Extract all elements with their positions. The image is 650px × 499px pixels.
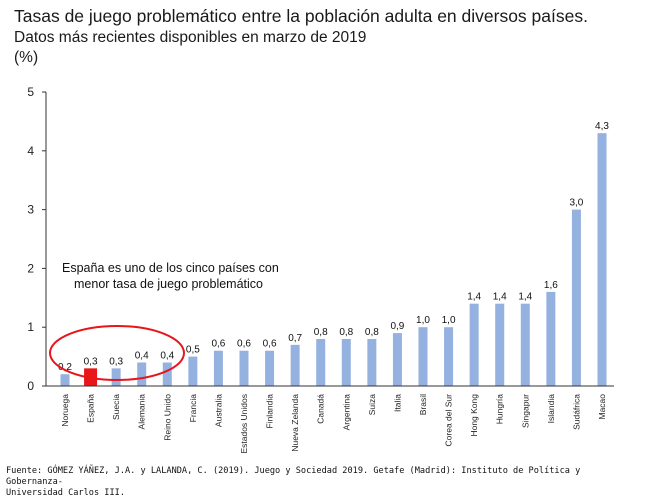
x-tick-label: Corea del Sur (444, 394, 454, 447)
bar (213, 350, 223, 386)
data-label: 0,5 (186, 345, 200, 356)
bar (418, 327, 428, 386)
x-tick-label: Macao (597, 394, 607, 420)
bar (495, 303, 505, 386)
x-tick-label: Brasil (418, 394, 428, 415)
x-tick-label: Suiza (367, 394, 377, 416)
bar (188, 356, 198, 386)
data-label: 0,4 (160, 350, 174, 361)
data-label: 0,7 (288, 333, 302, 344)
annotation-line-1: España es uno de los cinco países con (62, 261, 279, 275)
highlight-ellipse (49, 325, 185, 381)
data-label: 0,3 (109, 356, 123, 367)
bar (111, 368, 121, 386)
x-tick-label: Australia (213, 394, 223, 427)
data-label: 1,4 (467, 292, 481, 303)
bar (367, 338, 377, 386)
bar (520, 303, 530, 386)
bar (316, 338, 326, 386)
x-tick-label: Hungría (495, 394, 505, 425)
source-note: Fuente: GÓMEZ YÁÑEZ, J.A. y LALANDA, C. … (6, 466, 642, 499)
bar (60, 374, 70, 386)
data-label: 0,2 (58, 362, 72, 373)
data-label: 0,3 (84, 356, 98, 367)
bar (265, 350, 275, 386)
bar (341, 338, 351, 386)
bar (444, 327, 454, 386)
y-tick-label: 5 (27, 85, 34, 99)
data-labels: 0,2 0,3 0,3 0,4 0,4 0,5 0,6 0,6 0,6 0,7 0,8 0,8 0,8 0… (58, 121, 609, 373)
data-label: 1,0 (442, 315, 456, 326)
data-label: 4,3 (595, 121, 609, 132)
bar (392, 333, 402, 386)
x-tick-label: Estados Unidos (239, 394, 249, 454)
bars (60, 133, 607, 386)
data-label: 0,8 (314, 327, 328, 338)
y-tick-label: 4 (27, 144, 34, 158)
annotation-line-2: menor tasa de juego problemático (74, 277, 263, 291)
x-tick-label: Francia (188, 394, 198, 423)
data-label: 0,9 (390, 321, 404, 332)
chart-title: Tasas de juego problemático entre la pob… (14, 6, 588, 26)
y-tick-label: 3 (27, 203, 34, 217)
y-tick-label: 2 (27, 261, 34, 275)
source-line-1: Fuente: GÓMEZ YÁÑEZ, J.A. y LALANDA, C. … (6, 466, 581, 487)
x-tick-label: Singapur (520, 394, 530, 428)
data-label: 1,4 (518, 292, 532, 303)
source-line-2: Universidad Carlos III. (6, 488, 125, 498)
x-tick-label: Finlandia (265, 394, 275, 429)
y-axis: 0 1 2 3 4 5 (27, 85, 46, 393)
y-tick-label: 1 (27, 320, 34, 334)
chart-subtitle: Datos más recientes disponibles en marzo… (14, 29, 367, 46)
x-tick-label: Islandia (546, 394, 556, 424)
bar (597, 133, 607, 386)
x-tick-label: Reino Unido (162, 394, 172, 441)
data-label: 1,6 (544, 280, 558, 291)
x-tick-label: Sudáfrica (571, 394, 581, 430)
x-tick-label: Hong Kong (469, 394, 479, 437)
bar (162, 362, 172, 386)
x-tick-label: Noruega (60, 394, 70, 427)
x-tick-label: Alemania (137, 394, 147, 430)
data-label: 1,4 (493, 292, 507, 303)
data-label: 3,0 (569, 198, 583, 209)
data-label: 0,6 (211, 339, 225, 350)
data-label: 0,8 (365, 327, 379, 338)
data-label: 0,4 (135, 350, 149, 361)
x-axis: Noruega España Suecia Alemania Reino Unido Fr… (60, 394, 607, 454)
unit-label: (%) (14, 49, 39, 66)
x-tick-label: España (86, 394, 96, 423)
data-label: 0,8 (339, 327, 353, 338)
bar (571, 209, 581, 386)
bar (469, 303, 479, 386)
x-tick-label: Nueva Zelanda (290, 394, 300, 452)
y-tick-label: 0 (27, 379, 34, 393)
data-label: 0,6 (263, 339, 277, 350)
x-tick-label: Suecia (111, 394, 121, 420)
data-label: 1,0 (416, 315, 430, 326)
bar (137, 362, 147, 386)
bar (239, 350, 249, 386)
bar (290, 344, 300, 386)
x-tick-label: Canadá (316, 394, 326, 424)
data-label: 0,6 (237, 339, 251, 350)
x-tick-label: Argentina (341, 394, 351, 431)
bar (546, 291, 556, 386)
x-tick-label: Italia (392, 394, 402, 412)
